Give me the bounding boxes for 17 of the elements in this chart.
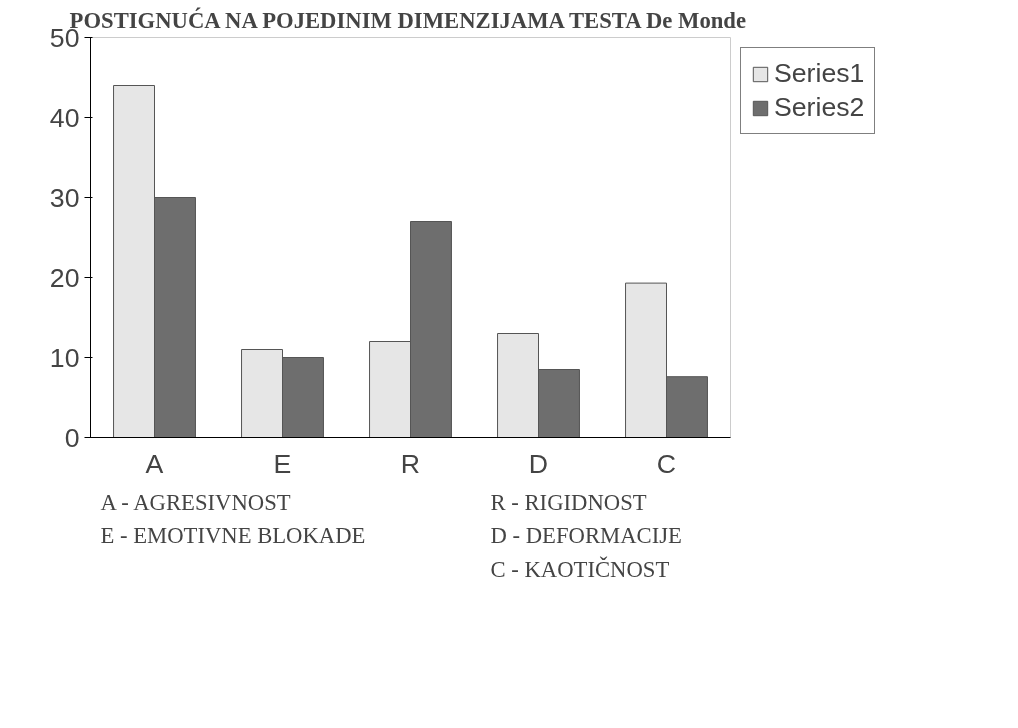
text: C - KAOTIČNOST <box>490 555 670 582</box>
x-tick-label: E <box>273 448 292 479</box>
x-tick-label: R <box>400 448 421 479</box>
y-tick-label: 10 <box>49 342 80 373</box>
text: E - EMOTIVNE BLOKADE <box>100 523 366 549</box>
legend-label: Series2 <box>774 92 865 123</box>
y-tick-label: 40 <box>49 102 80 133</box>
text: A - AGRESIVNOST <box>100 489 291 515</box>
y-tick-label: 30 <box>49 182 80 213</box>
text: D - DEFORMACIJE <box>490 523 682 549</box>
y-tick-label: 20 <box>49 262 80 293</box>
y-tick-label: 0 <box>64 422 80 453</box>
x-tick-label: A <box>145 448 164 479</box>
x-tick-label: C <box>656 448 677 479</box>
legend-label: Series1 <box>774 58 865 89</box>
x-tick-label: D <box>528 448 549 479</box>
text: R - RIGIDNOST <box>490 489 647 515</box>
